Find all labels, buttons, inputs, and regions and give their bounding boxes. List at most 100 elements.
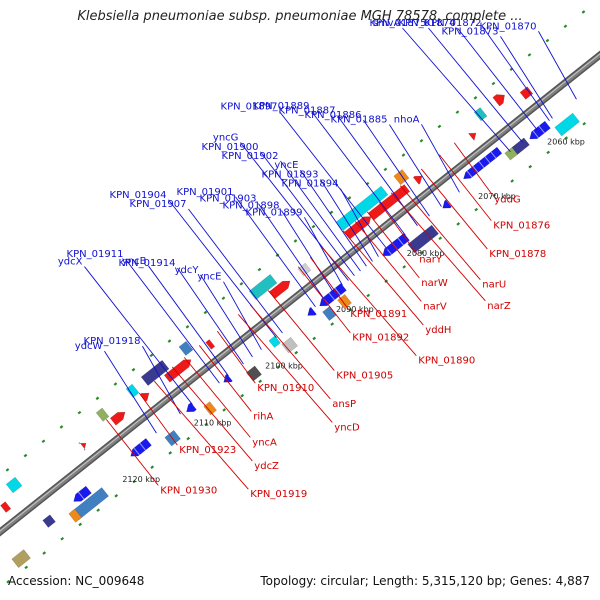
leader-line [216, 330, 256, 384]
tick-mark [527, 53, 532, 57]
gene-label: KPN_01919 [250, 489, 307, 500]
gene-label: KPN_01905 [336, 371, 393, 382]
leader-line [500, 36, 553, 119]
gene-feature [554, 112, 580, 137]
leader-line [428, 27, 523, 143]
kbp-label: 2100 kbp [265, 362, 303, 371]
gene-label: KPN_01878 [489, 249, 546, 260]
tick-mark [294, 350, 299, 355]
gene-divider [484, 156, 491, 164]
tick-mark [132, 479, 137, 484]
gene-label: KPN_01914 [119, 258, 176, 269]
tick-mark [510, 179, 515, 183]
leader-line [142, 345, 181, 415]
kbp-label: 2090 kbp [336, 305, 374, 314]
leader-line [198, 345, 252, 412]
tick-mark [402, 265, 407, 269]
gene-label: nhoA [394, 114, 420, 125]
tick-mark [77, 410, 82, 415]
gene-feature [442, 199, 452, 209]
tick-mark [23, 453, 28, 458]
kbp-label: 2110 kbp [194, 418, 232, 427]
tick-mark [474, 207, 479, 212]
gene-feature [322, 305, 337, 321]
gene-label: KPN_01885 [331, 115, 388, 126]
gene-label: narV [423, 301, 447, 312]
tick-mark [293, 239, 298, 243]
leader-line [279, 111, 388, 250]
gene-feature [529, 120, 551, 140]
gene-feature [77, 442, 87, 452]
gene-label: KPN_01898 [223, 200, 280, 211]
gene-feature [463, 146, 503, 180]
gene-divider [139, 442, 146, 451]
tick-mark [168, 451, 173, 455]
leader-line [297, 266, 351, 334]
gene-divider [334, 287, 341, 296]
tick-mark [311, 224, 316, 229]
gene-label: KPN_01893 [262, 169, 319, 180]
tick-mark [419, 138, 424, 143]
tick-mark [545, 38, 550, 43]
tick-mark [491, 81, 496, 86]
gene-label: ydcY [175, 265, 200, 276]
gene-label: yncB [122, 256, 147, 267]
backbone-highlight [0, 53, 600, 532]
gene-feature [5, 476, 23, 494]
leader-line [104, 350, 157, 434]
leader-line [258, 203, 325, 300]
tick-mark [581, 10, 586, 14]
gene-feature [178, 340, 194, 356]
tick-mark [366, 293, 371, 298]
leader-line [105, 419, 159, 486]
gene-divider [133, 447, 140, 456]
gene-label: KPN_01911 [67, 249, 124, 260]
gene-label: yncE [197, 272, 221, 283]
backbone [0, 52, 600, 535]
gene-feature [268, 335, 281, 348]
gene-label: yddG [494, 195, 520, 206]
gene-feature [248, 274, 278, 301]
tick-mark [329, 210, 334, 215]
gene-label: KPN_01897 [221, 102, 278, 113]
leader-line [237, 314, 333, 423]
gene-label: KPN_01873 [442, 26, 499, 37]
gene-label: ansP [332, 399, 356, 410]
map-title: Klebsiella pneumoniae subsp. pneumoniae … [77, 9, 523, 24]
leader-line [153, 380, 249, 490]
tick-mark [239, 282, 244, 286]
kbp-label: 2120 kbp [122, 475, 160, 484]
gene-label: smvA [373, 18, 401, 29]
leader-line [340, 188, 379, 257]
gene-label: narZ [487, 301, 511, 312]
gene-feature [109, 411, 126, 426]
tick-mark [330, 322, 335, 326]
leader-line [125, 258, 220, 384]
leader-line [453, 142, 493, 195]
tick-mark [78, 522, 83, 527]
tick-mark [564, 136, 569, 140]
gene-label: KPN_01892 [352, 333, 409, 344]
leader-line [280, 160, 361, 272]
gene-divider [472, 165, 479, 173]
gene-label: yncE [274, 160, 298, 171]
leader-line [390, 192, 486, 302]
gene-label: KPN_01891 [350, 309, 407, 320]
gene-feature [492, 94, 505, 107]
gene-feature [140, 359, 170, 386]
tick-mark [113, 382, 118, 386]
leader-line [438, 154, 492, 221]
tick-mark [240, 393, 245, 398]
tick-mark [42, 551, 47, 555]
gene-label: KPN_01902 [222, 151, 279, 162]
tick-mark [60, 536, 65, 541]
leader-line [304, 217, 343, 286]
gene-label: KPN_01901 [177, 187, 234, 198]
gene-label: KPN_01872 [425, 18, 482, 29]
leader-line [421, 124, 460, 193]
gene-feature [407, 224, 439, 254]
leader-line [148, 265, 229, 377]
tick-mark [258, 379, 263, 384]
